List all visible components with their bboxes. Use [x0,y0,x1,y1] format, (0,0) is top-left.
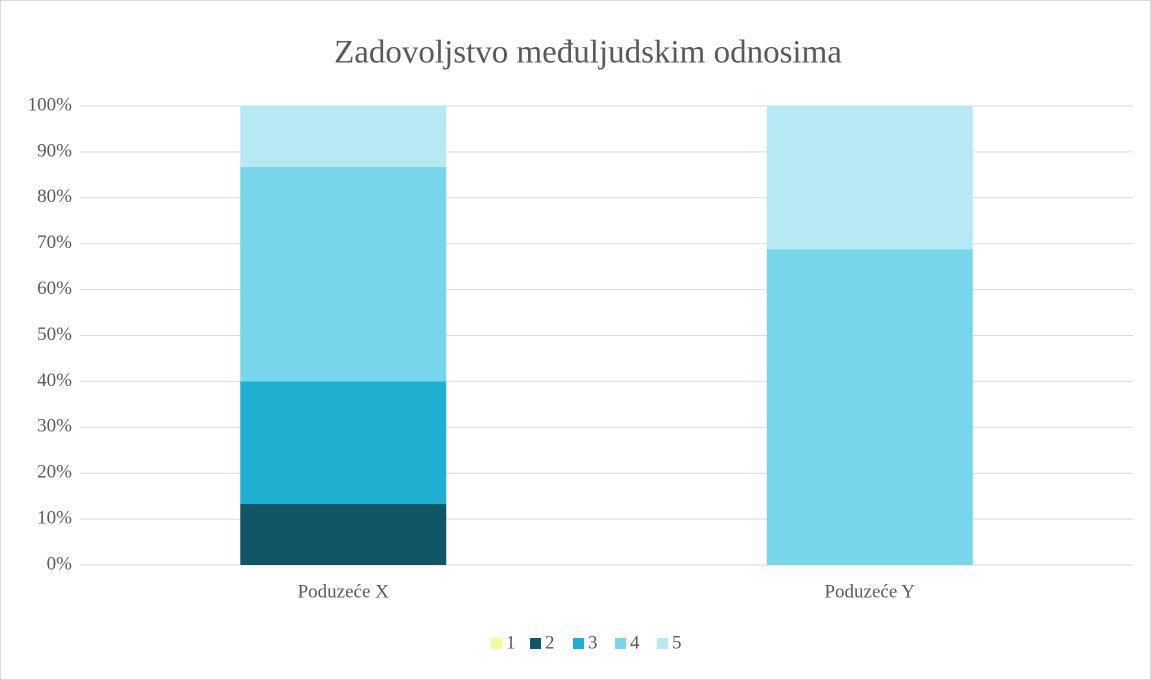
bar-segment [766,249,973,565]
y-tick-label: 40% [37,370,72,391]
bar-segment [240,381,447,504]
y-tick-label: 90% [37,140,72,161]
bar-segment [240,167,447,382]
legend-label: 5 [672,632,682,653]
legend-swatch [491,638,502,649]
y-tick-label: 60% [37,278,72,299]
legend-swatch [657,638,668,649]
y-tick-label: 100% [28,94,73,115]
x-tick-label: Poduzeće Y [824,581,915,602]
legend-swatch [615,638,626,649]
bar-segment [766,106,973,250]
legend-label: 4 [630,632,640,653]
legend-label: 3 [588,632,598,653]
y-tick-label: 80% [37,186,72,207]
bar-segment [240,106,447,168]
legend-swatch [573,638,584,649]
y-tick-label: 0% [47,553,73,574]
y-tick-label: 10% [37,507,72,528]
chart-title: Zadovoljstvo međuljudskim odnosima [334,35,842,71]
legend-label: 2 [545,632,555,653]
y-tick-label: 70% [37,232,72,253]
legend-label: 1 [506,632,516,653]
legend-swatch [530,638,541,649]
y-tick-label: 20% [37,462,72,483]
y-tick-label: 50% [37,324,72,345]
y-tick-label: 30% [37,416,72,437]
bar-segment [240,503,447,565]
x-tick-label: Poduzeće X [298,581,390,602]
